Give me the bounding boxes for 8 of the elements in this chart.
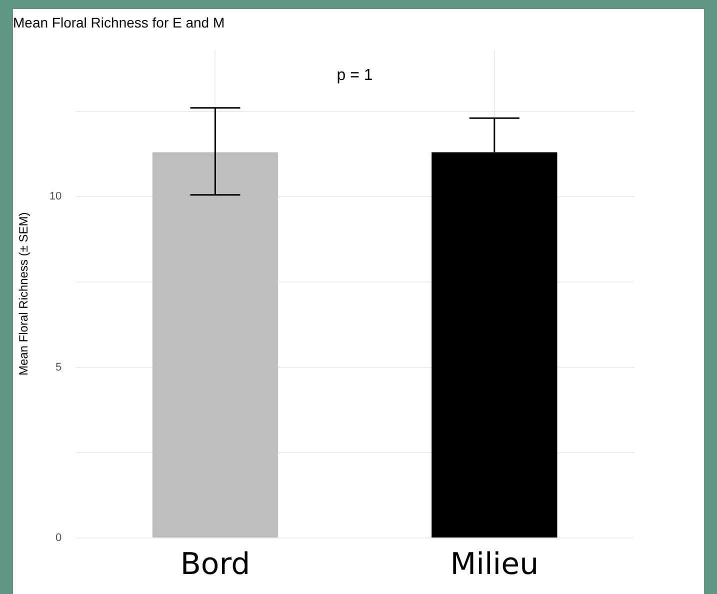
y-tick-label: 10 <box>49 190 62 203</box>
chart-title: Mean Floral Richness for E and M <box>13 14 225 30</box>
x-tick-label: Milieu <box>450 546 539 582</box>
y-axis-title: Mean Floral Richness (± SEM) <box>16 212 31 376</box>
y-tick-label: 5 <box>56 361 62 374</box>
x-tick-label: Bord <box>180 546 250 582</box>
annotation: p = 1 <box>336 66 373 84</box>
y-tick-label: 0 <box>56 532 62 544</box>
